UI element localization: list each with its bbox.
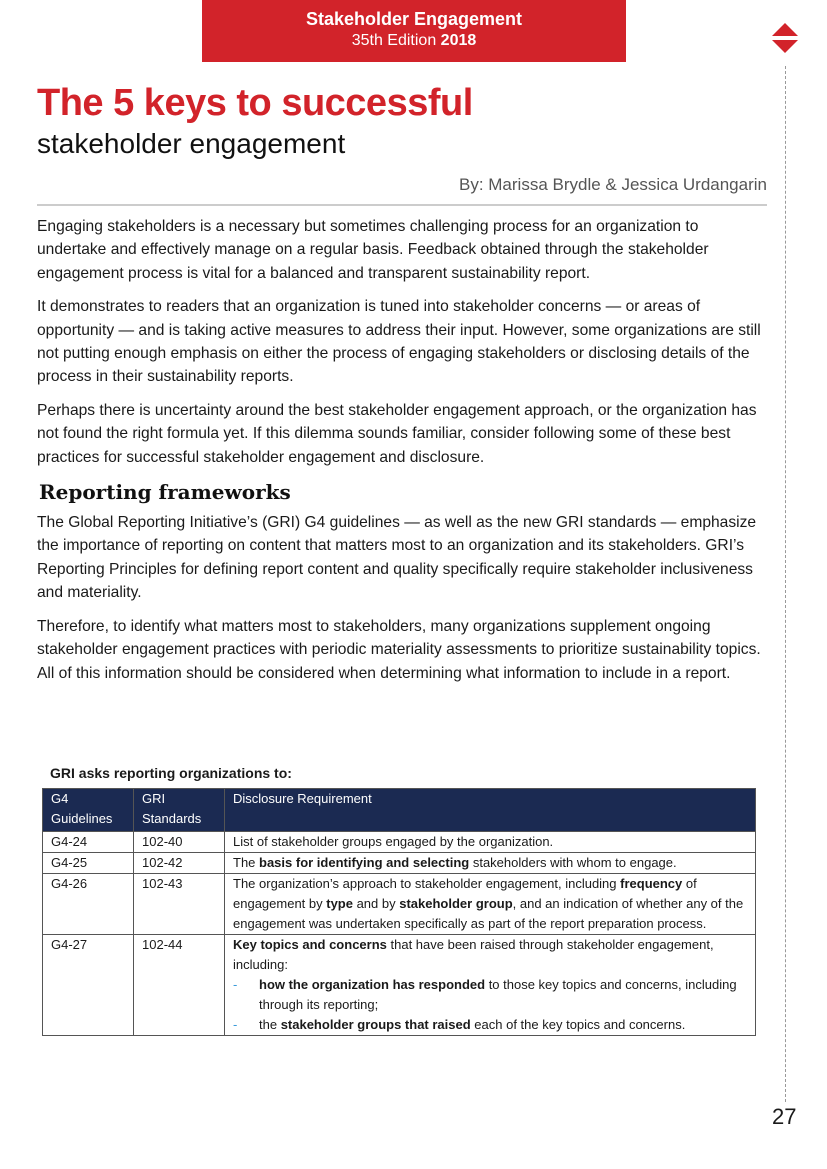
bold-text: Key topics and concerns — [233, 937, 387, 952]
article-subtitle: stakeholder engagement — [37, 128, 346, 159]
header-edition: 35th Edition 2018 — [202, 30, 626, 52]
up-down-diamond-icon[interactable] — [772, 23, 798, 53]
column-header: G4 Guidelines — [42, 788, 134, 832]
bullet-item: - the stakeholder groups that raised each… — [233, 1015, 747, 1035]
dashed-divider — [785, 66, 786, 1102]
gri-table: G4 Guidelines GRI Standards Disclosure R… — [42, 788, 756, 1036]
table-row: G4-24 102-40 List of stakeholder groups … — [42, 831, 756, 853]
column-header: Disclosure Requirement — [224, 788, 756, 832]
table-row: G4-27 102-44 Key topics and concerns tha… — [42, 934, 756, 1036]
article-title: The 5 keys to successful — [37, 82, 473, 124]
table-row: G4-26 102-43 The organization’s approach… — [42, 873, 756, 935]
article-body: Engaging stakeholders is a necessary but… — [37, 215, 767, 742]
g4-cell: G4-27 — [42, 934, 134, 1036]
bullet-marker: - — [233, 977, 238, 992]
bullet-item: - how the organization has responded to t… — [233, 975, 747, 1015]
requirement-cell: List of stakeholder groups engaged by th… — [224, 831, 756, 853]
section-heading: Reporting frameworks — [39, 480, 291, 505]
paragraph: Perhaps there is uncertainty around the … — [37, 401, 757, 466]
running-header: Stakeholder Engagement 35th Edition 2018 — [202, 0, 626, 62]
byline: By: Marissa Brydle & Jessica Urdangarin — [458, 175, 767, 194]
paragraph: The Global Reporting Initiative’s (GRI) … — [37, 514, 757, 602]
text: The — [233, 855, 260, 870]
bullet-marker: - — [233, 1017, 238, 1032]
gri-cell: 102-44 — [133, 934, 225, 1036]
text: to those key topics and concerns, includ… — [259, 977, 737, 1012]
page-number: 27 — [772, 1104, 797, 1129]
bold-text: type — [326, 896, 353, 911]
text: , and an indication of whether any of th… — [233, 896, 744, 931]
bold-text: stakeholder groups that raised — [280, 1017, 471, 1032]
edition-year: 2018 — [440, 32, 477, 49]
paragraph: It demonstrates to readers that an organ… — [37, 298, 761, 386]
text: of engagement by — [233, 876, 697, 911]
gri-cell: 102-42 — [133, 852, 225, 874]
divider — [37, 204, 767, 206]
edition-text: 35th Edition — [351, 32, 441, 49]
column-header: GRI Standards — [133, 788, 225, 832]
g4-cell: G4-25 — [42, 852, 134, 874]
text: and by — [352, 896, 400, 911]
bold-text: stakeholder group — [399, 896, 513, 911]
g4-cell: G4-24 — [42, 831, 134, 853]
text: List of stakeholder groups engaged by th… — [233, 834, 554, 849]
text: stakeholders with whom to engage. — [469, 855, 677, 870]
header-title: Stakeholder Engagement — [305, 9, 523, 29]
text: The organization’s approach to stakehold… — [233, 876, 621, 891]
requirement-cell: The basis for identifying and selecting … — [224, 852, 756, 874]
paragraph: Therefore, to identify what matters most… — [37, 617, 761, 682]
requirement-cell: The organization’s approach to stakehold… — [224, 873, 756, 935]
g4-cell: G4-26 — [42, 873, 134, 935]
bold-text: how the organization has responded — [259, 977, 486, 992]
table-header-row: G4 Guidelines GRI Standards Disclosure R… — [42, 788, 756, 832]
requirement-cell: Key topics and concerns that have been r… — [224, 934, 756, 1036]
paragraph: Engaging stakeholders is a necessary but… — [37, 218, 709, 282]
text: the — [259, 1017, 281, 1032]
text: each of the key topics and concerns. — [470, 1017, 686, 1032]
table-caption: GRI asks reporting organizations to: — [50, 765, 292, 781]
bold-text: frequency — [620, 876, 683, 891]
table-row: G4-25 102-42 The basis for identifying a… — [42, 852, 756, 874]
gri-cell: 102-43 — [133, 873, 225, 935]
bold-text: basis for identifying and selecting — [259, 855, 470, 870]
text: that have been raised through stakeholde… — [233, 937, 714, 972]
gri-cell: 102-40 — [133, 831, 225, 853]
